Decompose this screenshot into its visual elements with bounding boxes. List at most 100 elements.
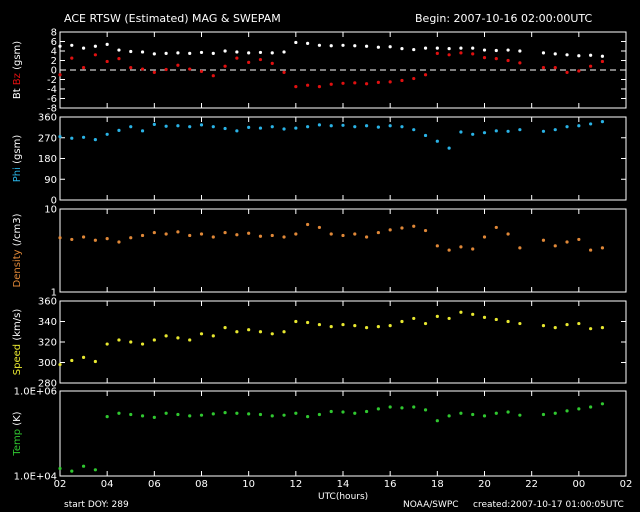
series-bz xyxy=(58,51,605,89)
data-point-bz xyxy=(235,56,239,60)
data-point-speed xyxy=(482,315,487,319)
data-point-bz xyxy=(471,52,475,56)
data-point-phi xyxy=(388,124,392,128)
data-point-phi xyxy=(447,146,451,150)
data-point-bt xyxy=(589,53,593,57)
data-point-phi xyxy=(105,132,109,136)
data-point-density xyxy=(341,233,345,238)
data-point-temp xyxy=(258,412,263,417)
panel-density: 1 10 Density (/cm3) xyxy=(12,205,627,299)
data-point-temp xyxy=(341,410,345,414)
data-point-speed xyxy=(117,338,121,342)
y-label-part: (km/s) xyxy=(12,309,23,344)
data-point-phi xyxy=(176,124,180,128)
data-point-phi xyxy=(235,129,239,133)
data-point-speed xyxy=(58,362,62,367)
data-point-density xyxy=(589,248,593,252)
data-point-phi xyxy=(258,126,263,130)
data-point-phi xyxy=(294,126,298,130)
data-point-temp xyxy=(482,414,487,418)
y-label-part: (K) xyxy=(12,411,23,429)
data-point-density xyxy=(423,228,428,233)
data-point-bt xyxy=(235,50,239,54)
data-point-phi xyxy=(506,129,510,133)
data-point-temp xyxy=(353,411,357,415)
data-point-bz xyxy=(211,74,215,78)
y-tick-label: 1 xyxy=(51,288,57,299)
data-point-phi xyxy=(270,125,274,129)
data-point-bz xyxy=(518,61,522,65)
data-point-bt xyxy=(188,51,192,55)
data-point-bz xyxy=(152,70,156,74)
data-point-speed xyxy=(541,324,546,328)
data-point-density xyxy=(376,230,380,235)
data-point-bt xyxy=(247,51,251,55)
data-point-bt xyxy=(176,51,180,55)
data-point-speed xyxy=(329,325,333,329)
x-tick-label: 02 xyxy=(620,479,633,490)
data-point-bz xyxy=(270,61,274,65)
data-point-phi xyxy=(518,128,522,132)
data-point-bt xyxy=(364,44,369,48)
data-point-phi xyxy=(565,125,569,129)
data-point-bz xyxy=(506,58,510,63)
x-tick-label: 22 xyxy=(525,479,538,490)
data-point-temp xyxy=(459,411,463,415)
data-point-temp xyxy=(176,412,180,417)
data-point-speed xyxy=(70,358,74,363)
data-point-bz xyxy=(329,82,333,86)
y-tick-label: 300 xyxy=(38,358,57,369)
data-point-bz xyxy=(353,81,357,85)
data-point-density xyxy=(364,235,369,239)
data-point-bt xyxy=(294,40,298,45)
data-point-bz xyxy=(164,67,168,72)
data-point-phi xyxy=(152,122,156,126)
data-point-bt xyxy=(577,54,581,58)
data-point-temp xyxy=(553,411,557,415)
data-point-bz xyxy=(435,51,439,55)
data-point-density xyxy=(247,231,251,235)
data-point-phi xyxy=(329,124,333,128)
data-point-bz xyxy=(364,82,369,86)
data-point-density xyxy=(459,245,463,249)
data-point-bz xyxy=(258,57,263,62)
data-point-phi xyxy=(577,124,581,128)
data-point-speed xyxy=(152,338,156,342)
data-point-density xyxy=(93,238,97,242)
data-point-temp xyxy=(247,412,251,416)
data-point-density xyxy=(553,244,557,248)
data-point-speed xyxy=(600,326,605,330)
data-point-density xyxy=(541,238,546,242)
data-point-density xyxy=(152,230,156,235)
data-point-speed xyxy=(282,330,286,334)
y-tick-label: -6 xyxy=(47,94,57,105)
data-point-density xyxy=(400,226,404,230)
data-point-phi xyxy=(494,129,498,133)
data-point-bt xyxy=(353,44,357,48)
data-point-bt xyxy=(223,49,227,53)
series-density xyxy=(58,222,605,252)
x-tick-label: 18 xyxy=(431,479,444,490)
data-point-temp xyxy=(471,412,475,417)
data-point-bz xyxy=(70,56,74,60)
y-tick-label: 340 xyxy=(38,317,57,328)
data-point-speed xyxy=(341,322,345,327)
data-point-density xyxy=(329,232,333,236)
data-point-density xyxy=(58,236,62,240)
data-point-bt xyxy=(105,42,109,46)
data-point-bz xyxy=(282,70,286,74)
data-point-density xyxy=(317,225,322,230)
data-point-speed xyxy=(435,314,439,318)
data-point-bz xyxy=(482,56,487,60)
data-point-speed xyxy=(353,324,357,328)
panel-frame-temp xyxy=(59,390,627,477)
data-point-density xyxy=(176,230,180,234)
x-tick-label: 20 xyxy=(478,479,491,490)
data-point-temp xyxy=(211,412,215,416)
data-point-bz xyxy=(129,66,133,70)
data-point-phi xyxy=(188,125,192,129)
data-point-bz xyxy=(600,59,605,64)
data-point-speed xyxy=(459,310,463,314)
